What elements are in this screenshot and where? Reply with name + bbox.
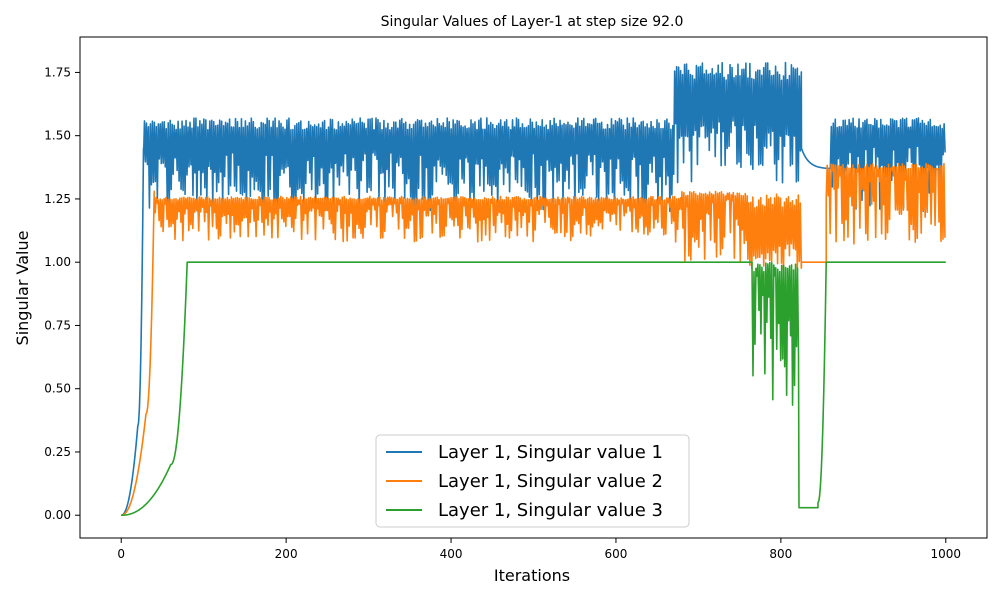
series-layer: [121, 61, 946, 517]
y-axis-ticks: 0.00 0.25 0.50 0.75 1.00 1.25 1.50 1.75: [44, 65, 80, 522]
series-line-3: [121, 261, 946, 517]
legend-label-2: Layer 1, Singular value 2: [438, 471, 663, 492]
legend-label-3: Layer 1, Singular value 3: [438, 500, 663, 521]
x-tick-label: 200: [275, 547, 298, 561]
x-tick-label: 800: [769, 547, 792, 561]
y-tick-label: 1.00: [44, 255, 71, 269]
legend-label-1: Layer 1, Singular value 1: [438, 442, 663, 463]
legend-box: [375, 434, 690, 528]
y-tick-label: 0.00: [44, 508, 71, 522]
series-line-2: [121, 162, 946, 517]
x-axis-label: Iterations: [494, 566, 570, 585]
y-tick-label: 1.75: [44, 65, 71, 79]
y-tick-label: 1.25: [44, 192, 71, 206]
series-line-1: [121, 61, 946, 517]
x-tick-label: 600: [605, 547, 628, 561]
x-tick-label: 0: [117, 547, 125, 561]
x-tick-label: 1000: [930, 547, 961, 561]
y-axis-label: Singular Value: [13, 231, 32, 346]
chart-title: Singular Values of Layer-1 at step size …: [381, 14, 684, 30]
y-tick-label: 0.75: [44, 318, 71, 332]
y-tick-label: 0.25: [44, 445, 71, 459]
plot-frame: [79, 36, 988, 539]
y-tick-label: 0.50: [44, 382, 71, 396]
x-tick-label: 400: [440, 547, 463, 561]
legend: Layer 1, Singular value 1 Layer 1, Singul…: [375, 434, 690, 528]
x-axis-ticks: 0 200 400 600 800 1000: [117, 538, 961, 561]
y-tick-label: 1.50: [44, 129, 71, 143]
